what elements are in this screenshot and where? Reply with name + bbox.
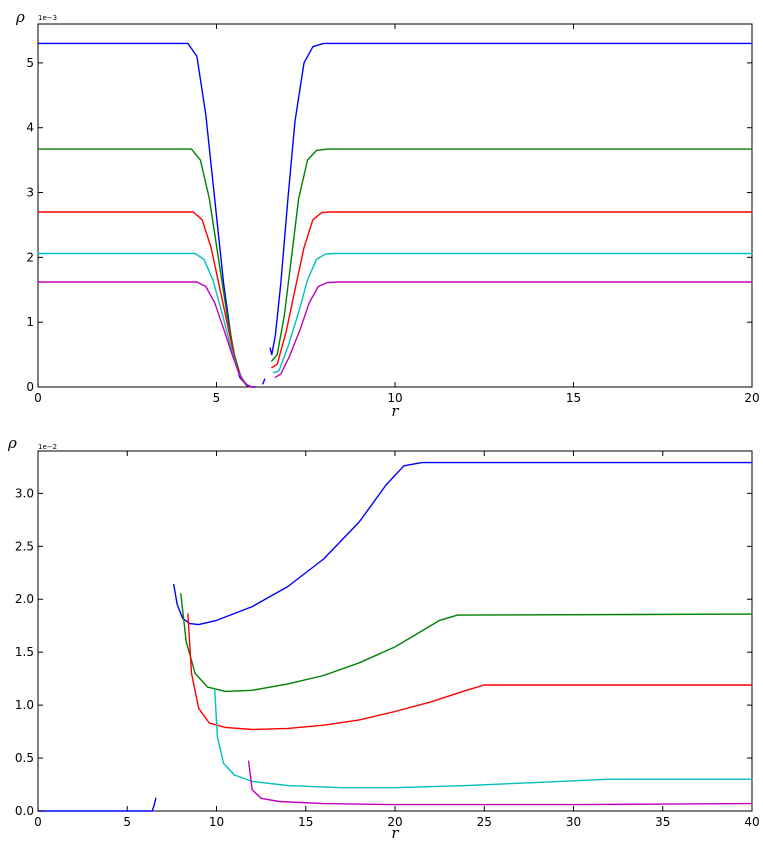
xlabel-bottom: r — [391, 824, 399, 842]
series-line-3-points3 — [271, 211, 753, 369]
y-tick-label: 2 — [26, 250, 34, 264]
chart-bottom: 0 5 10 15 20 25 30 35 400.00.51.01.52.02.53.0 ρ … — [7, 434, 760, 842]
x-tick-label: 25 — [477, 815, 492, 829]
series-group-top — [37, 42, 753, 388]
ylabel-top: ρ — [15, 8, 25, 26]
series-line-4-points3 — [272, 252, 753, 374]
x-tick-label: 20 — [744, 391, 759, 405]
x-tick-label: 10 — [387, 391, 402, 405]
x-tick-label: 5 — [213, 391, 221, 405]
tick-group-top: 0 5 10 15 20 0 1 2 3 4 5 — [26, 24, 760, 405]
y-offset-label-bottom: 1e−2 — [38, 443, 57, 451]
series-line-2-points3 — [271, 148, 753, 362]
y-tick-label: 2.5 — [15, 539, 34, 553]
x-tick-label: 20 — [387, 815, 402, 829]
xlabel-top: r — [391, 402, 399, 420]
y-tick-label: 3.0 — [15, 486, 34, 500]
x-tick-label: 5 — [123, 815, 131, 829]
x-tick-label: 0 — [34, 391, 42, 405]
x-tick-label: 40 — [744, 815, 759, 829]
x-tick-label: 15 — [298, 815, 313, 829]
y-tick-label: 0 — [26, 380, 34, 394]
y-tick-label: 1.5 — [15, 645, 34, 659]
y-tick-label: 5 — [26, 56, 34, 70]
tick-group-bottom: 0 5 10 15 20 25 30 35 40 0.0 0.5 1.0 1.5 2.0 2.5 3.0 — [15, 451, 760, 829]
series-line-1-points3 — [269, 42, 753, 356]
plot-area-top — [37, 23, 753, 388]
series-line-5-points3 — [247, 760, 753, 806]
x-tick-label: 0 — [34, 815, 42, 829]
x-tick-label: 30 — [566, 815, 581, 829]
chart-top: 0 5 10 15 20 0 1 2 3 4 5 ρ 1e−3 r — [15, 8, 760, 420]
x-tick-label: 15 — [566, 391, 581, 405]
series-line-5-points — [37, 281, 255, 388]
y-tick-label: 4 — [26, 121, 34, 135]
series-line-5-points3 — [274, 281, 753, 378]
y-tick-label: 3 — [26, 186, 34, 200]
x-tick-label: 35 — [655, 815, 670, 829]
series-group-bottom — [37, 461, 753, 812]
series-line-1-points2 — [262, 378, 266, 385]
y-tick-label: 1.0 — [15, 698, 34, 712]
y-offset-label-top: 1e−3 — [38, 14, 57, 22]
y-tick-label: 0.0 — [15, 804, 34, 818]
y-tick-label: 0.5 — [15, 751, 34, 765]
ylabel-bottom: ρ — [7, 434, 17, 452]
series-line-4-points3 — [213, 688, 753, 789]
series-line-2-points3 — [180, 593, 753, 693]
series-line-3-points3 — [187, 613, 753, 731]
x-tick-label: 10 — [209, 815, 224, 829]
plot-area-bottom — [37, 450, 753, 812]
y-tick-label: 1 — [26, 315, 34, 329]
series-line-1-points — [37, 797, 157, 812]
y-tick-label: 2.0 — [15, 592, 34, 606]
